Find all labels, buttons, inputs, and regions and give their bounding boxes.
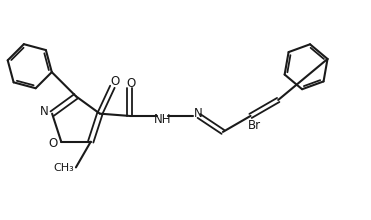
Text: O: O [127, 77, 136, 90]
Text: N: N [40, 105, 48, 118]
Text: O: O [110, 75, 119, 88]
Text: CH₃: CH₃ [53, 163, 74, 173]
Text: Br: Br [247, 119, 261, 132]
Text: O: O [48, 137, 58, 150]
Text: N: N [194, 107, 202, 120]
Text: NH: NH [154, 113, 171, 126]
